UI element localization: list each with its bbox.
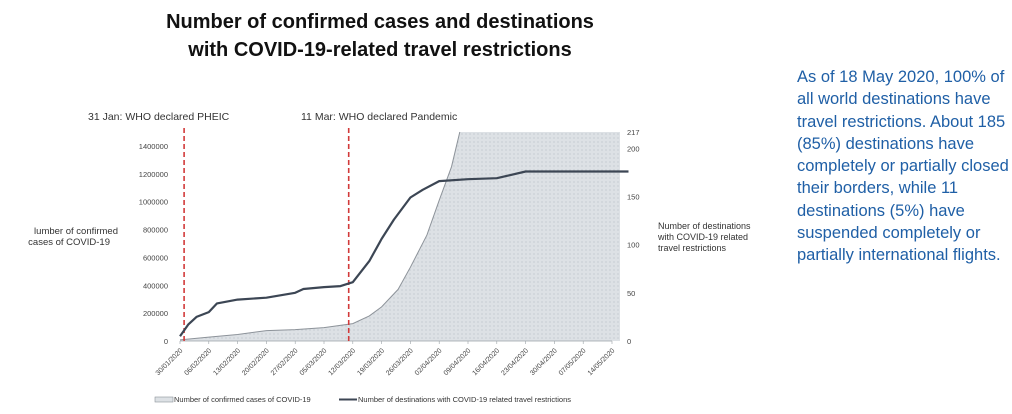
x-tick-label: 13/02/2020 <box>212 347 242 377</box>
x-tick-label: 14/05/2020 <box>587 347 617 377</box>
chart-title-line-2: with COVID-19-related travel restriction… <box>188 39 572 61</box>
x-tick-label: 07/05/2020 <box>558 347 588 377</box>
x-tick-label: 16/04/2020 <box>471 347 501 377</box>
y-right-axis-label: Number of destinations <box>658 221 751 231</box>
annotation-pandemic: 11 Mar: WHO declared Pandemic <box>301 111 457 123</box>
annotation-pheic: 31 Jan: WHO declared PHEIC <box>88 111 230 123</box>
x-tick-label: 26/03/2020 <box>385 347 415 377</box>
x-tick-label: 23/04/2020 <box>500 347 530 377</box>
x-tick-label: 02/04/2020 <box>414 347 444 377</box>
x-tick-label: 27/02/2020 <box>270 347 300 377</box>
x-tick-label: 30/04/2020 <box>529 347 559 377</box>
x-tick-label: 19/03/2020 <box>356 347 386 377</box>
y-right-tick-label: 50 <box>627 289 635 298</box>
chart-title-line-1: Number of confirmed cases and destinatio… <box>166 11 594 33</box>
legend-label-destinations: Number of destinations with COVID-19 rel… <box>358 395 571 404</box>
chart: 0 200000 400000 600000 800000 1000000 1200000 1… <box>28 111 751 404</box>
y-right-axis-label: travel restrictions <box>658 243 727 253</box>
y-right-axis-label: with COVID-19 related <box>657 232 748 242</box>
y-right-tick-label: 0 <box>627 337 631 346</box>
x-tick-label: 09/04/2020 <box>443 347 473 377</box>
y-right-tick-label: 100 <box>627 241 640 250</box>
y-left-axis-label: cases of COVID-19 <box>28 237 110 248</box>
y-left-axis-label: lumber of confirmed <box>34 226 118 237</box>
side-note: As of 18 May 2020, 100% of all world des… <box>797 68 1009 265</box>
y-left-tick-label: 600000 <box>143 253 168 262</box>
x-tick-label: 06/02/2020 <box>183 347 213 377</box>
x-tick-label: 12/03/2020 <box>327 347 357 377</box>
y-left-tick-label: 1400000 <box>139 142 168 151</box>
y-left-tick-label: 800000 <box>143 226 168 235</box>
y-left-tick-label: 0 <box>164 337 168 346</box>
y-left-tick-label: 1200000 <box>139 170 168 179</box>
y-left-tick-label: 200000 <box>143 309 168 318</box>
y-right-tick-label: 150 <box>627 193 640 202</box>
legend-swatch-cases <box>154 396 174 403</box>
x-tick-label: 20/02/2020 <box>241 347 271 377</box>
chart-title: Number of confirmed cases and destinatio… <box>120 8 640 64</box>
x-tick-label: 05/03/2020 <box>299 347 329 377</box>
y-right-top-label: 217 <box>627 128 640 137</box>
cases-area <box>180 132 620 341</box>
cases-line <box>179 131 461 341</box>
y-left-tick-label: 400000 <box>143 281 168 290</box>
x-tick-label: 30/01/2020 <box>155 347 185 377</box>
legend-label-cases: Number of confirmed cases of COVID-19 <box>174 395 311 404</box>
y-right-tick-label: 200 <box>627 144 640 153</box>
y-left-tick-label: 1000000 <box>139 198 168 207</box>
destinations-line <box>179 170 629 337</box>
